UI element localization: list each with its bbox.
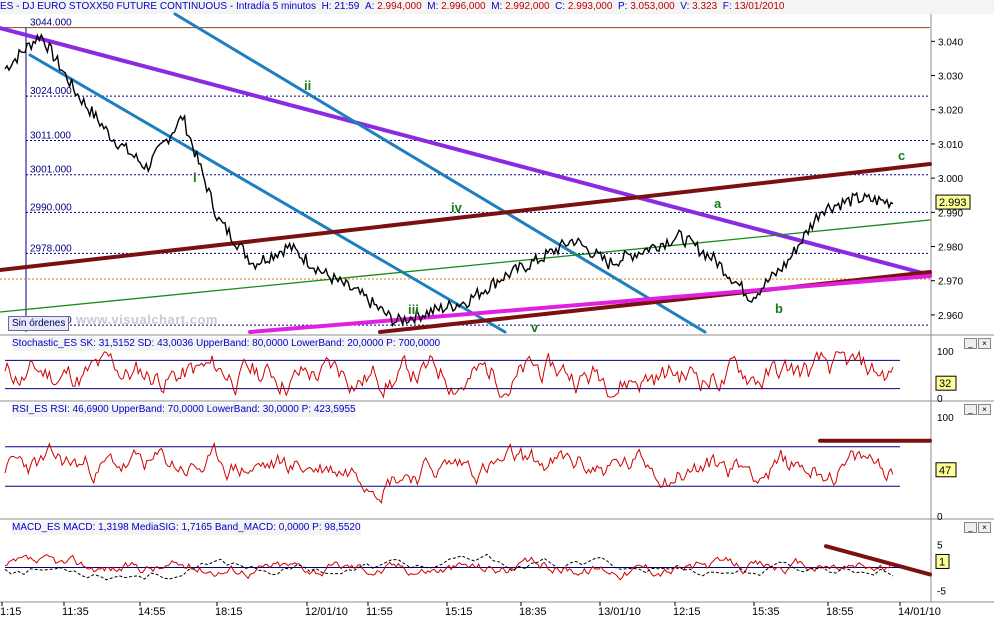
rsi-line [4,441,894,504]
magenta-support-line [248,274,932,334]
brown-trendline-upper [0,162,932,272]
p-value: 3.053,000 [630,1,675,12]
x-tick-label: 13/01/10 [598,606,641,618]
level-label: 3011.000 [30,131,71,142]
level-label: 3044.000 [30,18,72,29]
h-value: 21:59 [334,1,360,12]
watermark: www.visualchart.com [76,312,218,327]
stoch-header: Stochastic_ES SK: 31,5152 SD: 43,0036 Up… [12,337,441,351]
macd-signal-line [4,553,894,581]
x-tick-label: 12:15 [673,606,701,618]
x-tick-label: 11:55 [366,606,393,618]
wave-label: ii [304,78,311,93]
macd-last-label: 1 [939,556,945,568]
rsi-close-button[interactable]: × [978,404,991,415]
wave-label: i [193,170,197,185]
stoch-tick-label: 0 [937,394,943,405]
x-tick-label: 1:15 [0,606,21,618]
last-price-label: 2.993 [939,197,967,209]
price-tick-label: 3.030 [938,72,963,83]
rsi-tick-label: 100 [937,413,954,424]
f-label: F: [722,1,732,12]
price-line [4,33,894,328]
blue-channel-upper [173,12,707,334]
c-label: C: [555,1,566,12]
macd-tick-label: -5 [937,587,946,598]
v-label: V: [680,1,690,12]
macd-close-button[interactable]: × [978,522,991,533]
x-tick-label: 18:55 [826,606,854,618]
price-tick-label: 2.990 [938,208,963,219]
price-tick-label: 2.960 [938,311,963,322]
m-value: 2.996,000 [441,1,486,12]
c-value: 2.993,000 [567,1,613,12]
level-label: 2978.000 [30,243,72,254]
blue-channel-lower [28,53,507,334]
rsi-last-label: 47 [939,465,951,477]
macd-minimize-button[interactable]: _ [964,522,977,533]
level-label: 3001.000 [30,165,72,176]
a-label: A: [364,1,375,12]
level-label: 3024.000 [30,86,72,97]
wave-label: v [531,320,539,335]
rsi-last-box [935,462,957,478]
macd-divergence-line [824,544,932,577]
stoch-tick-label: 100 [937,347,954,358]
price-header: ES - DJ EURO STOXX50 FUTURE CONTINUOUS -… [0,0,994,14]
x-tick-label: 18:35 [519,606,547,618]
macd-tick-label: 5 [937,540,943,551]
x-tick-label: 15:15 [445,606,473,618]
green-trendline [0,219,931,313]
x-tick-label: 14:55 [138,606,166,618]
price-tick-label: 3.020 [938,106,963,117]
sin-ordenes-button[interactable]: Sin órdenes [8,316,70,331]
macd-last-box [935,553,950,569]
stoch-close-button[interactable]: × [978,338,991,349]
last-price-box [935,194,971,210]
wave-label: c [898,148,905,163]
x-tick-label: 11:35 [62,606,89,618]
rsi-tick-label: 0 [937,512,943,523]
price-tick-label: 2.970 [938,277,963,288]
price-tick-label: 3.040 [938,37,963,48]
v-value: 3.323 [692,1,718,12]
symbol-title: ES - DJ EURO STOXX50 FUTURE CONTINUOUS -… [0,1,316,12]
price-tick-label: 3.000 [938,174,963,185]
stoch-last-box [935,375,957,391]
p-label: P: [617,1,628,12]
h-label: H: [321,1,332,12]
level-label: 2990.000 [30,202,72,213]
price-tick-label: 2.980 [938,243,963,254]
wave-label: iv [451,200,463,215]
m2-value: 2.992,000 [505,1,550,12]
stoch-line [4,350,894,399]
x-tick-label: 15:35 [752,606,780,618]
f-value: 13/01/2010 [734,1,785,12]
m2-label: M: [491,1,503,12]
purple-trendline [0,26,932,277]
macd-header: MACD_ES MACD: 1,3198 MediaSIG: 1,7165 Ba… [12,521,361,535]
x-tick-label: 12/01/10 [305,606,348,618]
x-tick-label: 14/01/10 [898,606,941,618]
rsi-header: RSI_ES RSI: 46,6900 UpperBand: 70,0000 L… [12,403,356,417]
stoch-minimize-button[interactable]: _ [964,338,977,349]
rsi-minimize-button[interactable]: _ [964,404,977,415]
m-label: M: [427,1,439,12]
price-tick-label: 3.010 [938,140,963,151]
a-value: 2.994,000 [377,1,422,12]
stoch-last-label: 32 [939,378,951,390]
wave-label: a [714,196,722,211]
wave-label: iii [408,302,419,317]
x-tick-label: 18:15 [215,606,243,618]
wave-label: b [775,301,783,316]
